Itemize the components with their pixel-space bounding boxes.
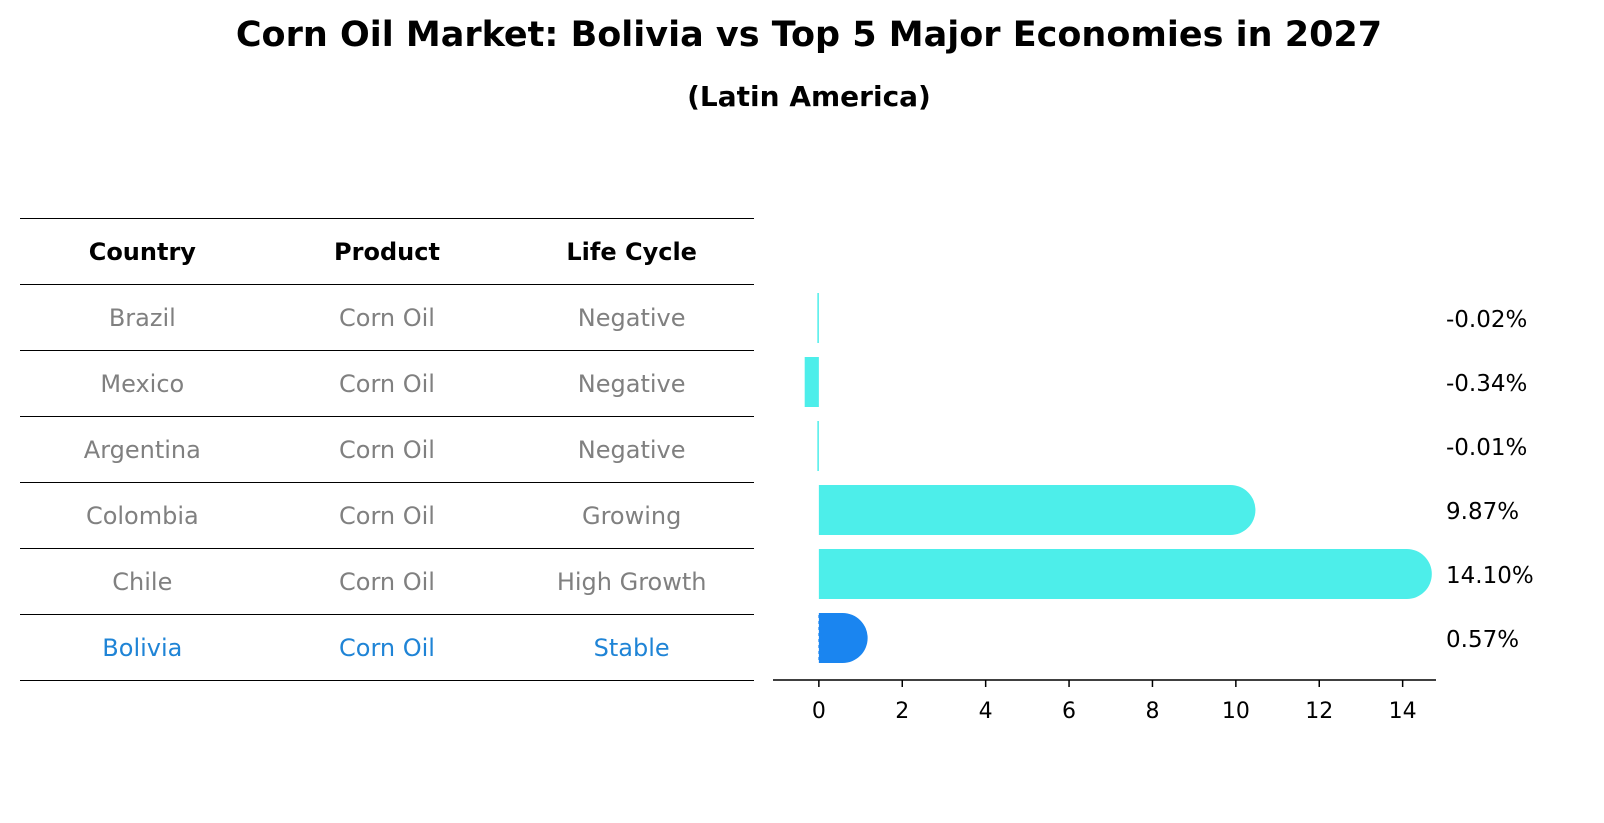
cell-life-cycle: Stable [509,614,754,681]
cell-country: Mexico [20,350,265,417]
cell-country: Chile [20,548,265,615]
bar-value-label: -0.02% [1446,307,1527,333]
cell-product: Corn Oil [264,482,510,549]
bar-bolivia [818,613,868,663]
cell-product: Corn Oil [264,284,510,351]
cell-product: Corn Oil [264,548,510,615]
table-row: Mexico Corn Oil Negative [20,350,754,417]
bar-value-label: 14.10% [1446,563,1534,589]
chart-subtitle: (Latin America) [687,80,931,113]
bar-colombia [818,485,1256,535]
cell-life-cycle: Negative [509,416,754,483]
bar-chile [818,549,1432,599]
x-axis-tick-label: 4 [979,699,993,724]
cell-country: Brazil [20,284,265,351]
bar-argentina [817,421,819,471]
x-axis-tick-label: 2 [895,699,909,724]
header-life-cycle: Life Cycle [509,218,754,285]
header-product: Product [264,218,510,285]
bar-value-label: 0.57% [1446,627,1519,653]
x-axis-tick-label: 14 [1389,699,1417,724]
cell-product: Corn Oil [264,416,510,483]
cell-life-cycle: Negative [509,350,754,417]
x-axis-tick-label: 8 [1145,699,1159,724]
cell-product: Corn Oil [264,350,510,417]
table-row: Chile Corn Oil High Growth [20,548,754,615]
cell-country: Bolivia [20,614,265,681]
bar-value-label: 9.87% [1446,499,1519,525]
bar-mexico [804,357,819,407]
x-axis-tick-label: 12 [1305,699,1333,724]
chart-title: Corn Oil Market: Bolivia vs Top 5 Major … [235,15,1383,55]
cell-product: Corn Oil [264,614,510,681]
cell-life-cycle: High Growth [509,548,754,615]
cell-country: Argentina [20,416,265,483]
table-row: Colombia Corn Oil Growing [20,482,754,549]
table-row-highlighted: Bolivia Corn Oil Stable [20,614,754,681]
table-row: Brazil Corn Oil Negative [20,284,754,351]
cell-life-cycle: Growing [509,482,754,549]
x-axis-tick-label: 0 [812,699,826,724]
table-header-row: Country Product Life Cycle [20,218,754,285]
header-country: Country [20,218,265,285]
bar-brazil [817,293,819,343]
x-axis-tick-label: 6 [1062,699,1076,724]
cell-life-cycle: Negative [509,284,754,351]
bar-value-label: -0.34% [1446,371,1527,397]
bar-value-label: -0.01% [1446,435,1527,461]
table-row: Argentina Corn Oil Negative [20,416,754,483]
x-axis-tick-label: 10 [1222,699,1250,724]
data-table: Country Product Life Cycle Brazil Corn O… [20,218,754,681]
cell-country: Colombia [20,482,265,549]
